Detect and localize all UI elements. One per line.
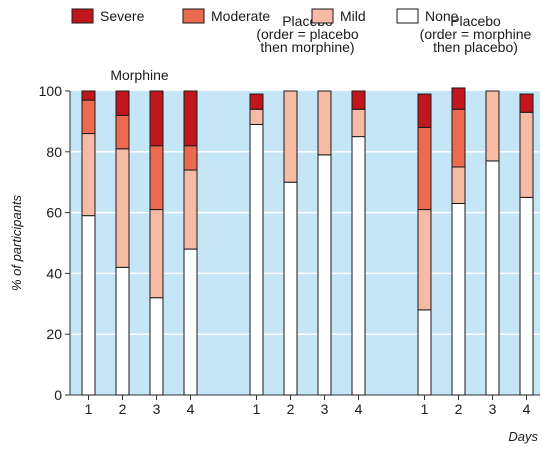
x-tick-label: 3 [321,401,329,417]
bar-segment-mild [115,148,130,268]
x-tick-label: 3 [489,401,497,417]
group-title: (order = morphine [420,26,532,42]
bar-segment-none [451,202,466,396]
bar-segment-moderate [115,114,130,150]
bar-segment-mild [283,90,298,183]
bar-segment-severe [249,93,264,110]
bar-segment-moderate [451,108,466,168]
x-axis-title: Days [508,429,538,444]
bar-segment-moderate [81,99,96,135]
bar-segment-none [317,154,332,396]
bar-segment-severe [115,90,130,116]
bar-segment-moderate [149,145,164,211]
legend-label-mild: Mild [340,8,366,24]
group-title: Morphine [110,67,169,83]
x-tick-label: 2 [455,401,463,417]
legend-swatch-severe [71,8,94,24]
bar-segment-severe [451,87,466,110]
bar-segment-mild [149,209,164,299]
bar-segment-none [249,123,264,396]
x-tick-label: 2 [287,401,295,417]
legend-swatch-moderate [182,8,205,24]
y-tick-label: 80 [46,144,62,160]
bar-segment-severe [351,90,366,110]
y-tick-label: 20 [46,326,62,342]
bar-segment-mild [451,166,466,204]
y-tick-label: 60 [46,205,62,221]
bar-segment-none [149,297,164,396]
bar-segment-none [519,196,534,396]
legend-label-moderate: Moderate [211,8,270,24]
bar-segment-none [115,266,130,396]
bar-segment-severe [417,93,432,128]
legend-swatch-none [396,8,419,24]
bar-segment-mild [183,169,198,250]
y-axis-title: % of participants [9,194,24,291]
bar-segment-mild [519,111,534,198]
legend-label-none: None [425,8,459,24]
bar-segment-mild [317,90,332,156]
bar-segment-severe [519,93,534,113]
bar-segment-none [417,309,432,396]
bar-segment-none [81,215,96,396]
x-tick-label: 3 [153,401,161,417]
legend-label-severe: Severe [100,8,145,24]
bar-segment-none [283,181,298,396]
bar-segment-mild [249,108,264,125]
x-tick-label: 4 [355,401,363,417]
legend-swatch-mild [311,8,334,24]
group-title: then placebo) [433,39,518,55]
x-tick-label: 4 [187,401,195,417]
y-tick-label: 100 [39,83,63,99]
group-title: then morphine) [260,39,354,55]
group-title: Placebo [450,13,501,29]
bar-segment-none [183,248,198,396]
bar-segment-none [485,160,500,396]
group-title: (order = placebo [256,26,359,42]
bar-segment-severe [149,90,164,147]
plot-background [70,91,540,395]
x-tick-label: 4 [523,401,531,417]
bar-segment-mild [417,209,432,311]
x-tick-label: 1 [85,401,93,417]
y-tick-label: 0 [54,387,62,403]
x-tick-label: 1 [253,401,261,417]
bar-segment-mild [81,133,96,217]
x-tick-label: 2 [119,401,127,417]
bar-segment-severe [183,90,198,147]
bar-segment-mild [485,90,500,162]
bar-segment-moderate [183,145,198,171]
y-tick-label: 40 [46,265,62,281]
bar-segment-none [351,136,366,396]
x-tick-label: 1 [421,401,429,417]
bar-segment-severe [81,90,96,101]
bar-segment-moderate [417,126,432,211]
bar-segment-mild [351,108,366,138]
